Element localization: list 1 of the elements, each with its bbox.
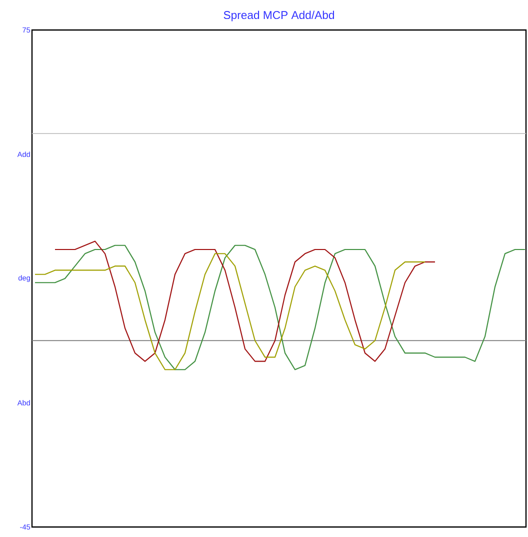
chart-title: Spread MCP Add/Abd bbox=[224, 10, 334, 22]
